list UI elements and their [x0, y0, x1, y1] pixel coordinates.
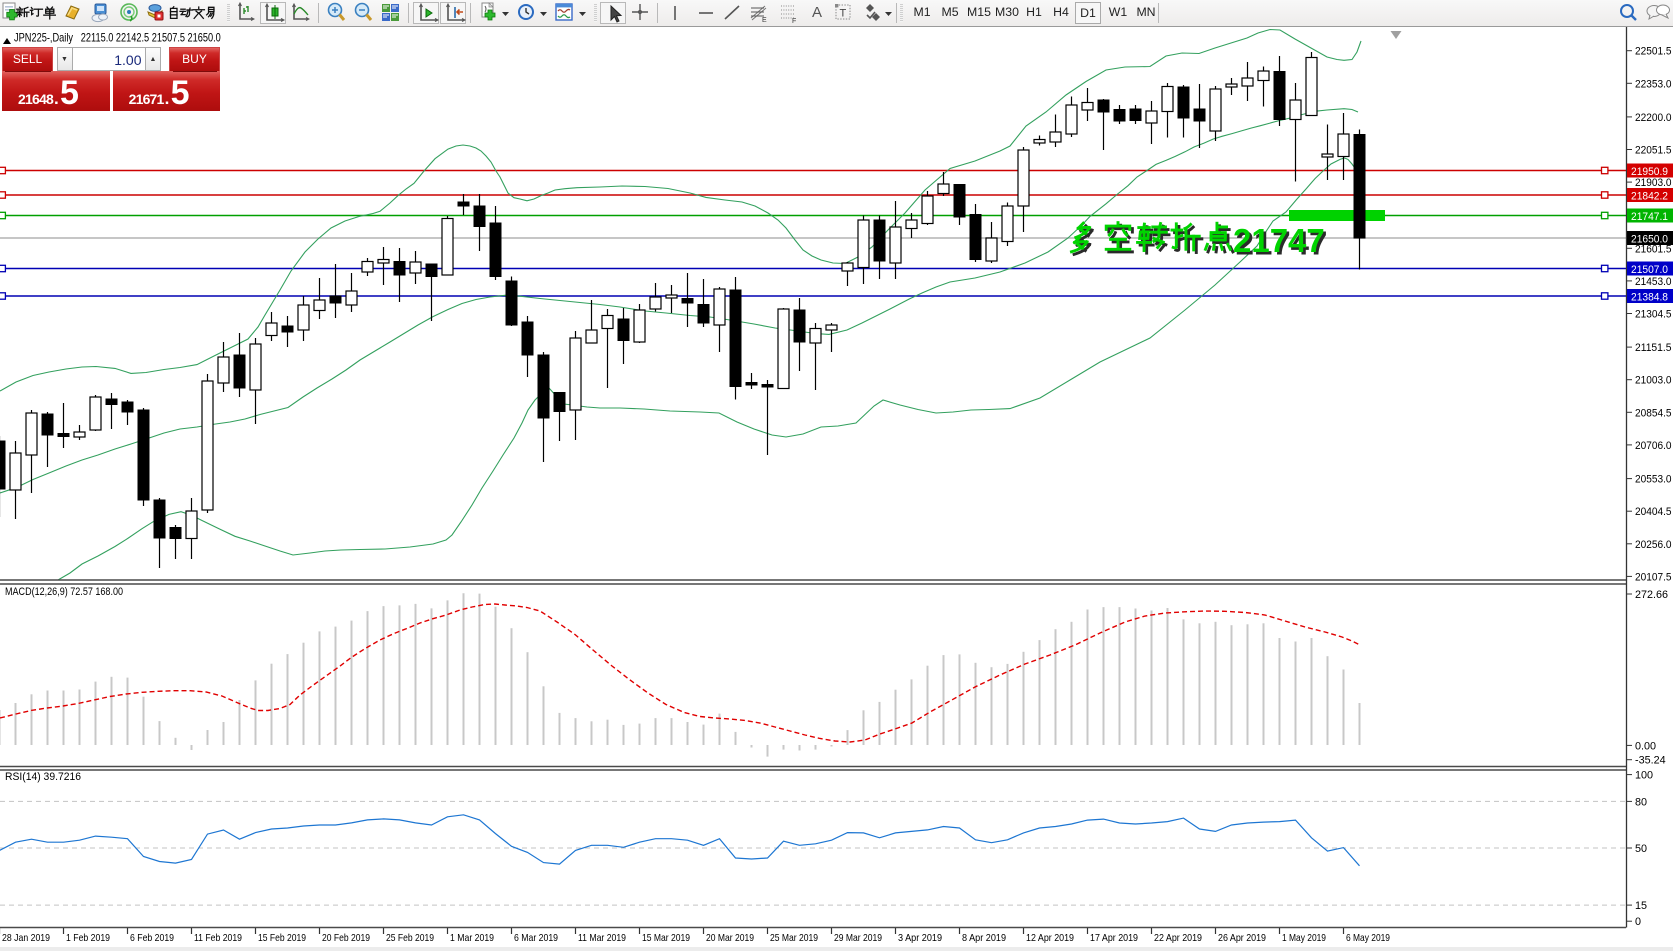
svg-text:MACD(12,26,9) 72.57 168.00: MACD(12,26,9) 72.57 168.00: [5, 586, 123, 598]
svg-text:20553.0: 20553.0: [1635, 474, 1672, 486]
svg-text:80: 80: [1635, 796, 1647, 808]
svg-text:1 May 2019: 1 May 2019: [1282, 933, 1326, 944]
svg-text:22115.0 22142.5 21507.5 21650.: 22115.0 22142.5 21507.5 21650.0: [81, 31, 221, 45]
svg-text:JPN225-,Daily: JPN225-,Daily: [14, 31, 73, 45]
svg-text:20 Feb 2019: 20 Feb 2019: [322, 933, 370, 944]
svg-text:0: 0: [1635, 916, 1641, 928]
svg-text:1 Feb 2019: 1 Feb 2019: [66, 933, 110, 944]
svg-text:21151.5: 21151.5: [1635, 342, 1672, 354]
svg-text:26 Apr 2019: 26 Apr 2019: [1218, 933, 1266, 944]
svg-text:21903.0: 21903.0: [1635, 177, 1672, 189]
svg-text:3 Apr 2019: 3 Apr 2019: [898, 933, 942, 944]
svg-text:20854.5: 20854.5: [1635, 407, 1672, 419]
svg-text:11 Feb 2019: 11 Feb 2019: [194, 933, 242, 944]
svg-text:29 Mar 2019: 29 Mar 2019: [834, 933, 882, 944]
svg-text:21842.2: 21842.2: [1631, 191, 1668, 203]
svg-text:15 Feb 2019: 15 Feb 2019: [258, 933, 306, 944]
svg-text:21747: 21747: [1233, 222, 1325, 259]
svg-text:11 Mar 2019: 11 Mar 2019: [578, 933, 626, 944]
svg-text:0.00: 0.00: [1635, 740, 1656, 752]
svg-text:21453.0: 21453.0: [1635, 276, 1672, 288]
svg-text:21747: 21747: [1236, 225, 1328, 262]
svg-text:22353.0: 22353.0: [1635, 78, 1672, 90]
svg-text:6 Feb 2019: 6 Feb 2019: [130, 933, 174, 944]
svg-text:25 Feb 2019: 25 Feb 2019: [386, 933, 434, 944]
svg-text:15: 15: [1635, 900, 1647, 912]
svg-text:22 Apr 2019: 22 Apr 2019: [1154, 933, 1202, 944]
svg-text:20706.0: 20706.0: [1635, 440, 1672, 452]
svg-text:21384.8: 21384.8: [1631, 292, 1668, 304]
svg-text:100: 100: [1635, 770, 1653, 782]
svg-text:20256.0: 20256.0: [1635, 539, 1672, 551]
svg-text:20404.5: 20404.5: [1635, 506, 1672, 518]
svg-text:22051.5: 22051.5: [1635, 145, 1672, 157]
svg-text:21650.0: 21650.0: [1631, 234, 1668, 246]
svg-text:28 Jan 2019: 28 Jan 2019: [2, 933, 50, 944]
svg-text:22200.0: 22200.0: [1635, 112, 1672, 124]
svg-text:17 Apr 2019: 17 Apr 2019: [1090, 933, 1138, 944]
svg-text:1 Mar 2019: 1 Mar 2019: [450, 933, 494, 944]
svg-text:21747.1: 21747.1: [1631, 211, 1668, 223]
svg-text:21601.5: 21601.5: [1635, 243, 1672, 255]
svg-text:21304.5: 21304.5: [1635, 309, 1672, 321]
svg-text:21507.0: 21507.0: [1631, 264, 1668, 276]
svg-text:6 Mar 2019: 6 Mar 2019: [514, 933, 558, 944]
svg-text:25 Mar 2019: 25 Mar 2019: [770, 933, 818, 944]
svg-text:50: 50: [1635, 843, 1647, 855]
svg-text:22501.5: 22501.5: [1635, 46, 1672, 58]
svg-text:F: F: [792, 18, 796, 24]
svg-text:272.66: 272.66: [1635, 589, 1668, 601]
svg-text:RSI(14) 39.7216: RSI(14) 39.7216: [5, 771, 81, 783]
svg-text:15 Mar 2019: 15 Mar 2019: [642, 933, 690, 944]
svg-text:T: T: [840, 8, 847, 20]
svg-text:20107.5: 20107.5: [1635, 571, 1672, 583]
svg-text:20 Mar 2019: 20 Mar 2019: [706, 933, 754, 944]
svg-text:12 Apr 2019: 12 Apr 2019: [1026, 933, 1074, 944]
svg-text:6 May 2019: 6 May 2019: [1346, 933, 1390, 944]
svg-text:21003.0: 21003.0: [1635, 375, 1672, 387]
svg-text:-35.24: -35.24: [1635, 755, 1666, 767]
svg-text:21950.9: 21950.9: [1631, 166, 1668, 178]
svg-text:8 Apr 2019: 8 Apr 2019: [962, 933, 1006, 944]
svg-text:E: E: [762, 17, 767, 24]
